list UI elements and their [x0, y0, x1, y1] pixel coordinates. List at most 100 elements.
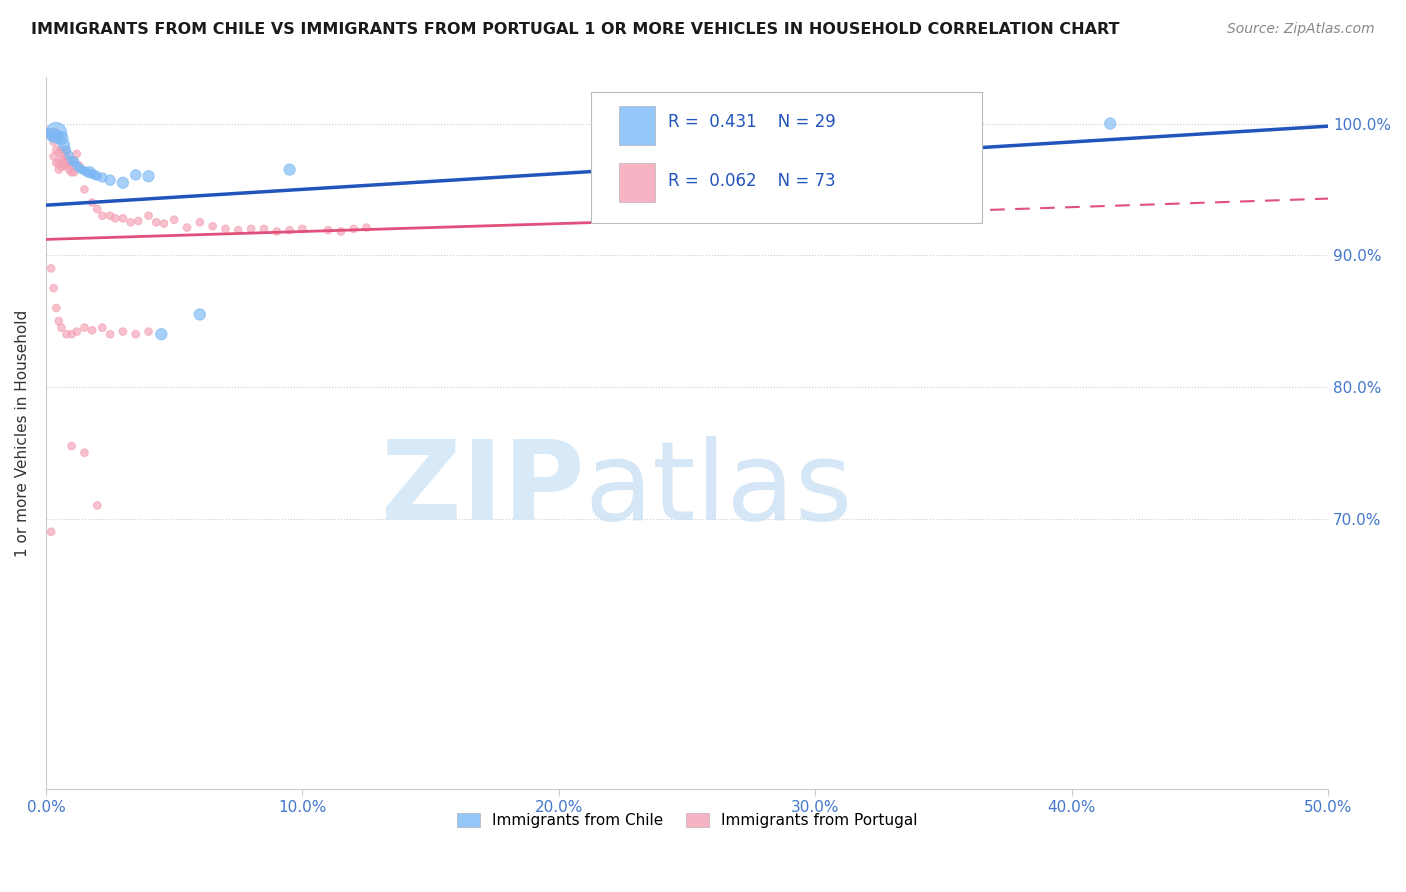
FancyBboxPatch shape	[591, 92, 981, 223]
Point	[55, 327, 77, 342]
Point	[79, 165, 101, 179]
Point	[45, 126, 67, 140]
Point	[55, 144, 77, 158]
Point	[91, 209, 114, 223]
Point	[266, 225, 288, 239]
Point	[67, 161, 90, 176]
Point	[67, 159, 90, 173]
Point	[201, 219, 224, 234]
Point	[163, 212, 186, 227]
Point	[82, 167, 104, 181]
Point	[120, 215, 142, 229]
Point	[42, 126, 65, 140]
Point	[343, 222, 366, 236]
Point	[63, 154, 86, 169]
Point	[125, 168, 148, 182]
Point	[138, 325, 160, 339]
Point	[226, 223, 249, 237]
Point	[66, 146, 89, 161]
Point	[55, 149, 77, 163]
Point	[48, 145, 70, 160]
Point	[52, 137, 75, 152]
Point	[111, 211, 134, 226]
Point	[83, 168, 105, 182]
Point	[63, 165, 86, 179]
Point	[55, 143, 77, 157]
Point	[60, 439, 83, 453]
Point	[86, 169, 108, 184]
Point	[60, 165, 83, 179]
FancyBboxPatch shape	[619, 106, 655, 145]
Point	[45, 301, 67, 315]
Point	[138, 209, 160, 223]
Point	[82, 195, 104, 210]
Point	[98, 209, 121, 223]
Text: R =  0.062    N = 73: R = 0.062 N = 73	[668, 171, 835, 189]
Point	[42, 281, 65, 295]
Point	[278, 223, 301, 237]
Point	[58, 156, 80, 170]
Point	[66, 325, 89, 339]
Point	[39, 129, 62, 144]
Point	[253, 222, 276, 236]
Point	[138, 169, 160, 184]
Point	[91, 170, 114, 185]
Point	[48, 128, 70, 143]
Point	[188, 308, 211, 322]
Point	[38, 126, 60, 140]
Text: ZIP: ZIP	[381, 436, 585, 543]
Point	[39, 524, 62, 539]
Point	[86, 499, 108, 513]
Point	[51, 152, 73, 166]
Point	[48, 314, 70, 328]
Point	[176, 220, 198, 235]
Point	[82, 323, 104, 337]
Point	[60, 157, 83, 171]
Text: R =  0.431    N = 29: R = 0.431 N = 29	[668, 113, 835, 131]
Point	[60, 327, 83, 342]
Point	[48, 162, 70, 177]
FancyBboxPatch shape	[619, 162, 655, 202]
Point	[73, 320, 96, 334]
Point	[42, 135, 65, 149]
Point	[73, 446, 96, 460]
Point	[39, 261, 62, 276]
Point	[42, 149, 65, 163]
Point	[1099, 116, 1122, 130]
Point	[91, 320, 114, 334]
Point	[55, 159, 77, 173]
Point	[63, 153, 86, 168]
Point	[48, 156, 70, 170]
Point	[278, 162, 301, 177]
Point	[52, 149, 75, 163]
Point	[52, 157, 75, 171]
Legend: Immigrants from Chile, Immigrants from Portugal: Immigrants from Chile, Immigrants from P…	[450, 807, 924, 834]
Point	[111, 325, 134, 339]
Point	[38, 126, 60, 140]
Point	[58, 148, 80, 162]
Point	[51, 160, 73, 174]
Point	[48, 128, 70, 143]
Point	[329, 225, 352, 239]
Point	[127, 214, 149, 228]
Point	[98, 327, 121, 342]
Point	[98, 173, 121, 187]
Point	[45, 126, 67, 140]
Point	[76, 165, 98, 179]
Point	[45, 143, 67, 157]
Point	[356, 220, 378, 235]
Point	[86, 202, 108, 216]
Point	[70, 162, 93, 177]
Point	[316, 223, 339, 237]
Point	[51, 320, 73, 334]
Point	[153, 217, 176, 231]
Point	[51, 143, 73, 157]
Point	[240, 222, 263, 236]
Y-axis label: 1 or more Vehicles in Household: 1 or more Vehicles in Household	[15, 310, 30, 557]
Point	[66, 159, 89, 173]
Point	[145, 215, 167, 229]
Point	[39, 129, 62, 144]
Point	[188, 215, 211, 229]
Point	[111, 176, 134, 190]
Point	[73, 182, 96, 196]
